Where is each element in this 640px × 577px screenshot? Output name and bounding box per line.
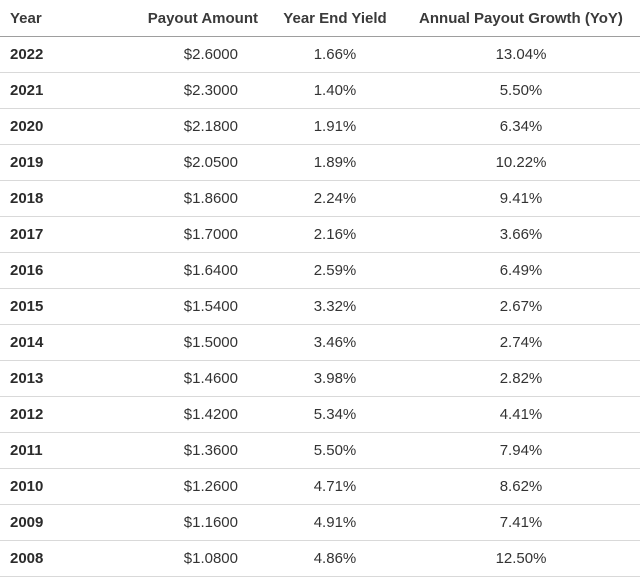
table-row: 2010 $1.2600 4.71% 8.62% [0,468,640,505]
table-row: 2018 $1.8600 2.24% 9.41% [0,180,640,217]
table-row: 2022 $2.6000 1.66% 13.04% [0,36,640,73]
payout-amount-cell: $2.0500 [108,144,268,181]
column-header-annual-payout-growth: Annual Payout Growth (YoY) [402,0,640,37]
payout-growth-cell: 2.74% [402,324,640,361]
year-cell: 2014 [0,324,108,361]
year-cell: 2017 [0,216,108,253]
payout-amount-cell: $2.3000 [108,72,268,109]
table-header-row: Year Payout Amount Year End Yield Annual… [0,0,640,37]
payout-amount-cell: $1.8600 [108,180,268,217]
year-end-yield-cell: 1.66% [268,36,402,73]
payout-growth-cell: 12.50% [402,540,640,577]
payout-amount-cell: $1.2600 [108,468,268,505]
year-end-yield-cell: 5.34% [268,396,402,433]
payout-amount-cell: $2.6000 [108,36,268,73]
payout-amount-cell: $1.4200 [108,396,268,433]
year-end-yield-cell: 3.46% [268,324,402,361]
payout-amount-cell: $1.3600 [108,432,268,469]
table-row: 2011 $1.3600 5.50% 7.94% [0,432,640,469]
year-end-yield-cell: 4.86% [268,540,402,577]
payout-amount-cell: $1.5000 [108,324,268,361]
table-row: 2015 $1.5400 3.32% 2.67% [0,288,640,325]
table-row: 2020 $2.1800 1.91% 6.34% [0,108,640,145]
payout-amount-cell: $1.6400 [108,252,268,289]
year-end-yield-cell: 2.59% [268,252,402,289]
payout-growth-cell: 9.41% [402,180,640,217]
year-end-yield-cell: 1.89% [268,144,402,181]
year-end-yield-cell: 3.32% [268,288,402,325]
year-cell: 2018 [0,180,108,217]
year-cell: 2012 [0,396,108,433]
year-end-yield-cell: 2.24% [268,180,402,217]
payout-growth-cell: 13.04% [402,36,640,73]
payout-amount-cell: $1.1600 [108,504,268,541]
table-row: 2017 $1.7000 2.16% 3.66% [0,216,640,253]
table-row: 2021 $2.3000 1.40% 5.50% [0,72,640,109]
payout-amount-cell: $1.7000 [108,216,268,253]
year-end-yield-cell: 1.40% [268,72,402,109]
year-end-yield-cell: 1.91% [268,108,402,145]
payout-growth-cell: 3.66% [402,216,640,253]
payout-growth-cell: 4.41% [402,396,640,433]
year-end-yield-cell: 3.98% [268,360,402,397]
payout-growth-cell: 2.82% [402,360,640,397]
year-cell: 2009 [0,504,108,541]
table-row: 2014 $1.5000 3.46% 2.74% [0,324,640,361]
payout-growth-cell: 6.34% [402,108,640,145]
payout-growth-cell: 7.94% [402,432,640,469]
year-cell: 2019 [0,144,108,181]
year-end-yield-cell: 5.50% [268,432,402,469]
year-cell: 2021 [0,72,108,109]
column-header-payout-amount: Payout Amount [108,0,268,37]
payout-growth-cell: 7.41% [402,504,640,541]
payout-growth-cell: 5.50% [402,72,640,109]
table-row: 2016 $1.6400 2.59% 6.49% [0,252,640,289]
year-end-yield-cell: 4.91% [268,504,402,541]
year-cell: 2011 [0,432,108,469]
year-cell: 2016 [0,252,108,289]
payout-amount-cell: $2.1800 [108,108,268,145]
year-cell: 2022 [0,36,108,73]
payout-amount-cell: $1.5400 [108,288,268,325]
payout-growth-cell: 10.22% [402,144,640,181]
table-row: 2013 $1.4600 3.98% 2.82% [0,360,640,397]
table-row: 2008 $1.0800 4.86% 12.50% [0,540,640,577]
year-cell: 2008 [0,540,108,577]
payout-growth-cell: 6.49% [402,252,640,289]
year-cell: 2020 [0,108,108,145]
column-header-year-end-yield: Year End Yield [268,0,402,37]
year-cell: 2010 [0,468,108,505]
payout-amount-cell: $1.0800 [108,540,268,577]
table-row: 2019 $2.0500 1.89% 10.22% [0,144,640,181]
column-header-year: Year [0,0,108,37]
payout-amount-cell: $1.4600 [108,360,268,397]
year-cell: 2013 [0,360,108,397]
table-row: 2012 $1.4200 5.34% 4.41% [0,396,640,433]
year-cell: 2015 [0,288,108,325]
table-row: 2009 $1.1600 4.91% 7.41% [0,504,640,541]
year-end-yield-cell: 4.71% [268,468,402,505]
payout-growth-cell: 2.67% [402,288,640,325]
payout-growth-cell: 8.62% [402,468,640,505]
year-end-yield-cell: 2.16% [268,216,402,253]
